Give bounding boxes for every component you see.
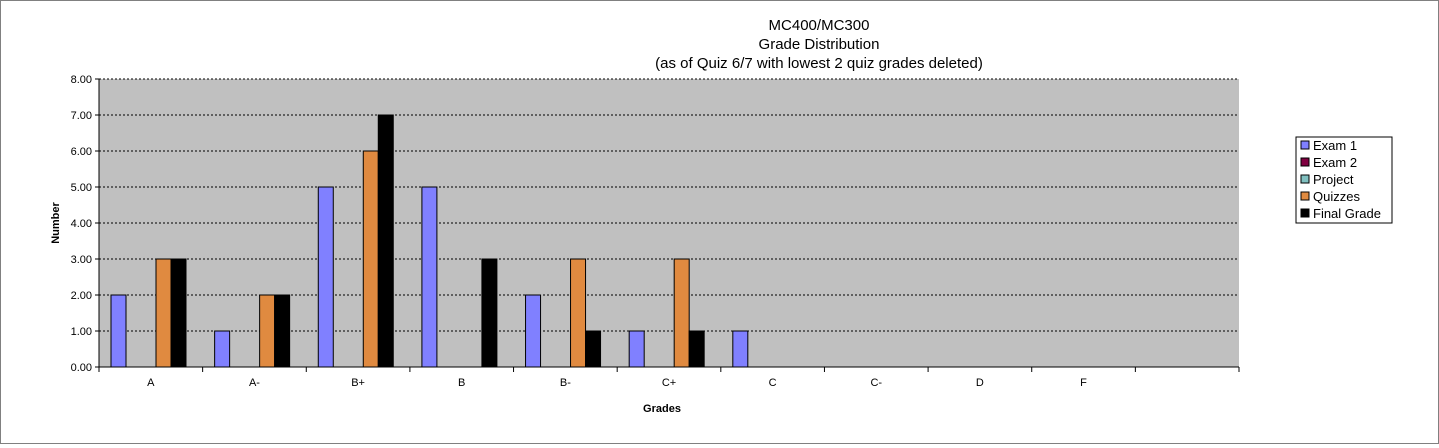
legend-swatch <box>1300 174 1310 184</box>
y-tick-label: 0.00 <box>71 362 92 374</box>
y-tick-label: 2.00 <box>71 290 92 302</box>
y-tick-label: 4.00 <box>71 218 92 230</box>
bar-quizzes-a <box>155 258 172 368</box>
bar-final-grade-bminus <box>585 330 602 368</box>
legend-label: Project <box>1313 172 1354 187</box>
x-tick-label: F <box>1080 377 1087 389</box>
chart-title-line-2: Grade Distribution <box>759 36 880 53</box>
x-tick-label: B+ <box>351 377 365 389</box>
y-tick-label: 8.00 <box>71 74 92 86</box>
legend-swatch <box>1300 208 1310 218</box>
bar-final-grade-bplus <box>377 114 394 368</box>
x-tick-labels: A A- B+ B B- C+ C C- D F <box>147 377 1087 389</box>
legend: Exam 1 Exam 2 Project Quizzes Final Grade <box>1295 136 1393 224</box>
x-axis-label: Grades <box>643 403 681 415</box>
legend-label: Final Grade <box>1313 206 1381 221</box>
bar-final-grade-b <box>481 258 498 368</box>
x-tick-label: A <box>147 377 155 389</box>
axes <box>95 78 1240 372</box>
bar-exam-1-c <box>732 330 749 368</box>
x-tick-label: B <box>458 377 465 389</box>
bar-exam-1-aminus <box>214 330 231 368</box>
legend-label: Quizzes <box>1313 189 1360 204</box>
chart-title-line-1: MC400/MC300 <box>769 17 870 34</box>
x-tick-label: A- <box>249 377 260 389</box>
chart-title-line-3: (as of Quiz 6/7 with lowest 2 quiz grade… <box>655 55 983 72</box>
x-tick-label: C+ <box>662 377 676 389</box>
legend-label: Exam 2 <box>1313 155 1357 170</box>
bar-quizzes-aminus <box>259 294 276 368</box>
bar-exam-1-bplus <box>317 186 334 368</box>
bar-exam-1-a <box>110 294 127 368</box>
bar-exam-1-b <box>421 186 438 368</box>
x-tick-label: B- <box>560 377 571 389</box>
y-axis-label: Number <box>50 202 62 244</box>
bar-quizzes-cplus <box>673 258 690 368</box>
chart-title: MC400/MC300 Grade Distribution (as of Qu… <box>655 17 983 72</box>
y-tick-label: 1.00 <box>71 326 92 338</box>
x-tick-label: C- <box>870 377 882 389</box>
legend-swatch <box>1300 191 1310 201</box>
legend-swatch <box>1300 140 1310 150</box>
x-tick-label: C <box>769 377 777 389</box>
legend-swatch <box>1300 157 1310 167</box>
y-tick-label: 7.00 <box>71 110 92 122</box>
bar-exam-1-cplus <box>628 330 645 368</box>
legend-label: Exam 1 <box>1313 138 1357 153</box>
y-tick-label: 5.00 <box>71 182 92 194</box>
bar-final-grade-cplus <box>688 330 705 368</box>
bar-exam-1-bminus <box>525 294 542 368</box>
y-tick-label: 3.00 <box>71 254 92 266</box>
legend-box <box>1295 136 1393 224</box>
x-tick-label: D <box>976 377 984 389</box>
bar-quizzes-bplus <box>362 150 379 368</box>
bar-final-grade-aminus <box>274 294 291 368</box>
bar-quizzes-bminus <box>570 258 587 368</box>
y-tick-labels: 0.00 1.00 2.00 3.00 4.00 5.00 6.00 7.00 8.00 <box>71 74 92 374</box>
y-tick-label: 6.00 <box>71 146 92 158</box>
bar-final-grade-a <box>170 258 187 368</box>
